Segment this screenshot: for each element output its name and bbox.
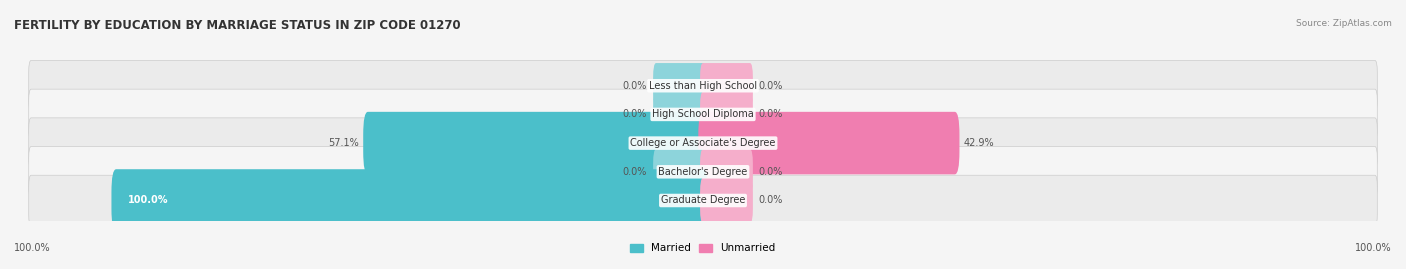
FancyBboxPatch shape [700,149,752,194]
FancyBboxPatch shape [28,61,1378,111]
FancyBboxPatch shape [363,112,707,174]
Text: 100.0%: 100.0% [14,243,51,253]
Text: 0.0%: 0.0% [759,109,783,119]
Text: 0.0%: 0.0% [759,81,783,91]
Text: Bachelor's Degree: Bachelor's Degree [658,167,748,177]
FancyBboxPatch shape [28,118,1378,168]
Text: 100.0%: 100.0% [128,196,169,206]
Text: 100.0%: 100.0% [1355,243,1392,253]
FancyBboxPatch shape [654,149,706,194]
FancyBboxPatch shape [700,63,752,108]
FancyBboxPatch shape [28,147,1378,197]
FancyBboxPatch shape [654,92,706,137]
Text: Source: ZipAtlas.com: Source: ZipAtlas.com [1296,19,1392,28]
Text: 0.0%: 0.0% [623,109,647,119]
Text: 0.0%: 0.0% [623,167,647,177]
FancyBboxPatch shape [700,178,752,223]
FancyBboxPatch shape [28,89,1378,140]
FancyBboxPatch shape [28,175,1378,226]
Text: 0.0%: 0.0% [759,196,783,206]
Text: High School Diploma: High School Diploma [652,109,754,119]
Text: 57.1%: 57.1% [329,138,359,148]
Legend: Married, Unmarried: Married, Unmarried [630,243,776,253]
Text: 42.9%: 42.9% [963,138,994,148]
FancyBboxPatch shape [111,169,707,232]
Text: Graduate Degree: Graduate Degree [661,196,745,206]
Text: Less than High School: Less than High School [650,81,756,91]
FancyBboxPatch shape [654,63,706,108]
FancyBboxPatch shape [699,112,959,174]
Text: College or Associate's Degree: College or Associate's Degree [630,138,776,148]
Text: 0.0%: 0.0% [759,167,783,177]
Text: FERTILITY BY EDUCATION BY MARRIAGE STATUS IN ZIP CODE 01270: FERTILITY BY EDUCATION BY MARRIAGE STATU… [14,19,461,32]
FancyBboxPatch shape [700,92,752,137]
Text: 0.0%: 0.0% [623,81,647,91]
